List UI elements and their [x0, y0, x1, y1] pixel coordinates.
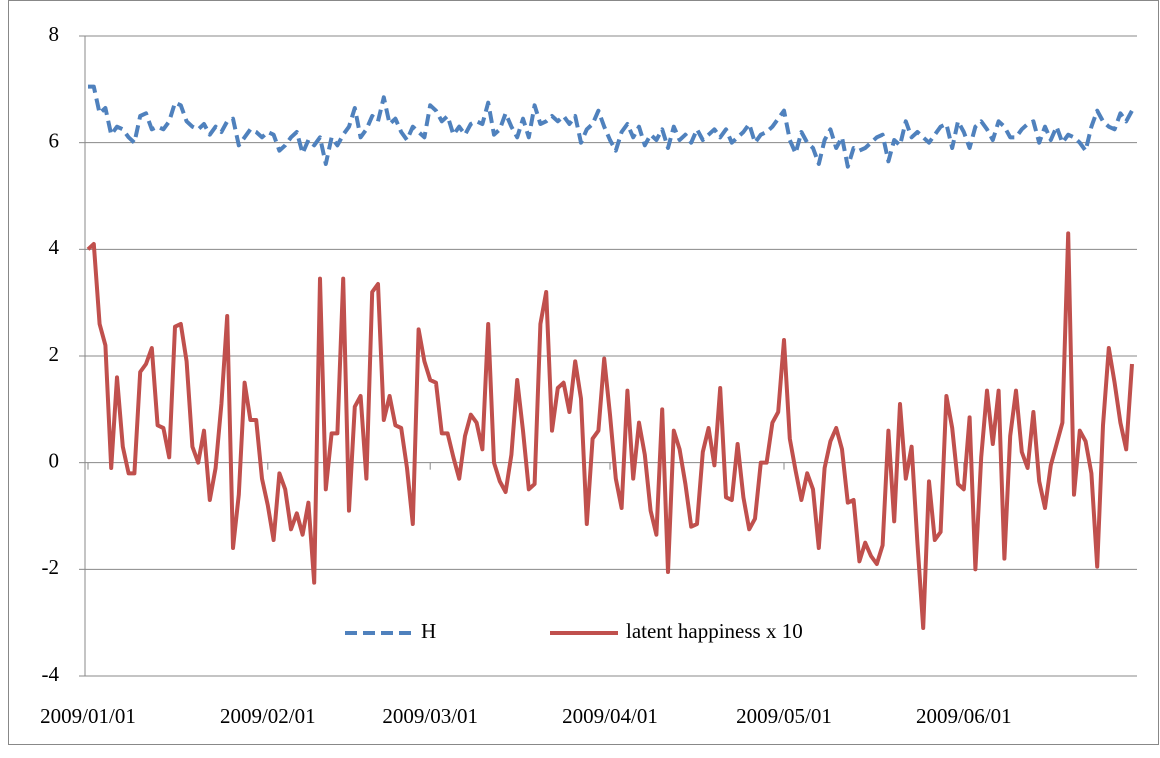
x-tick-label: 2009/05/01 — [736, 704, 832, 728]
x-tick-label: 2009/06/01 — [916, 704, 1012, 728]
legend-label: H — [421, 619, 436, 643]
y-tick-label: 2 — [49, 342, 60, 366]
y-tick-label: -4 — [42, 662, 60, 686]
y-tick-label: -2 — [42, 555, 60, 579]
legend-label: latent happiness x 10 — [626, 619, 803, 643]
x-tick-label: 2009/01/01 — [40, 704, 136, 728]
y-tick-label: 4 — [49, 235, 60, 259]
x-tick-label: 2009/04/01 — [562, 704, 658, 728]
y-tick-label: 6 — [49, 128, 60, 152]
x-tick-label: 2009/02/01 — [220, 704, 316, 728]
chart-frame — [8, 0, 1159, 745]
y-tick-label: 8 — [49, 22, 60, 46]
x-tick-label: 2009/03/01 — [382, 704, 478, 728]
y-tick-label: 0 — [49, 448, 60, 472]
series-line — [88, 84, 1134, 169]
series-line — [86, 231, 1134, 630]
